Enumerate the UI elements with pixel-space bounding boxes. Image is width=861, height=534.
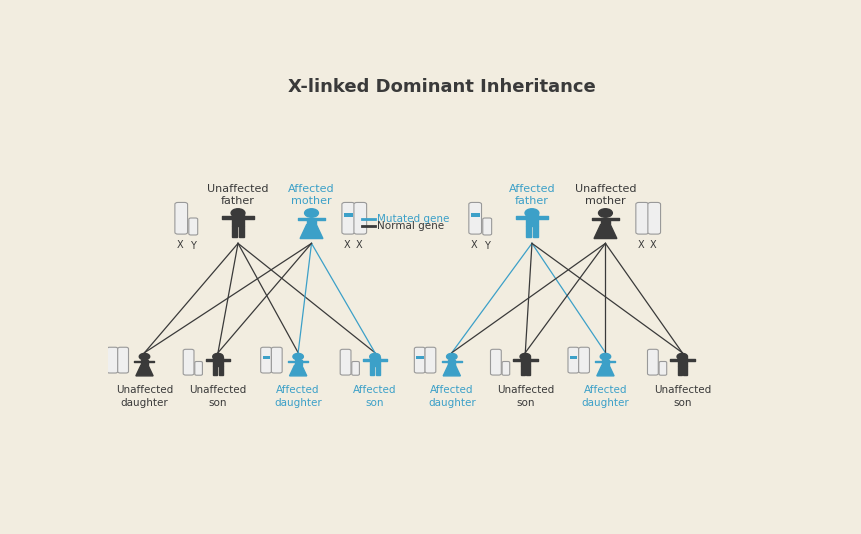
FancyBboxPatch shape [482,218,491,235]
Bar [682,366,686,375]
Bar [307,218,316,224]
Text: Unaffected
father: Unaffected father [207,184,269,206]
Text: Unaffected
mother: Unaffected mother [574,184,635,206]
Bar [140,360,148,365]
Bar [219,366,222,375]
Bar [525,226,530,237]
Text: X-linked Dominant Inheritance: X-linked Dominant Inheritance [288,78,595,97]
FancyBboxPatch shape [490,349,501,375]
Bar [471,213,478,217]
Bar [532,226,537,237]
FancyBboxPatch shape [468,202,481,234]
Bar [525,366,530,375]
Bar [520,357,530,366]
Bar [375,366,379,375]
FancyBboxPatch shape [183,349,194,375]
Text: X: X [356,240,362,250]
FancyBboxPatch shape [351,362,359,375]
Bar [417,356,422,359]
FancyBboxPatch shape [189,218,197,235]
Polygon shape [300,224,323,239]
FancyBboxPatch shape [647,202,660,234]
Text: Affected
daughter: Affected daughter [581,385,629,407]
FancyBboxPatch shape [260,347,271,373]
Circle shape [139,354,150,360]
FancyBboxPatch shape [107,347,118,373]
Bar [344,213,351,217]
Bar [232,214,244,226]
FancyBboxPatch shape [175,202,188,234]
Polygon shape [443,365,460,376]
Text: Affected
father: Affected father [508,184,554,206]
Text: Unaffected
son: Unaffected son [653,385,710,407]
Polygon shape [289,365,307,376]
FancyBboxPatch shape [647,349,658,375]
Text: Affected
daughter: Affected daughter [427,385,475,407]
Polygon shape [593,224,616,239]
Text: Y: Y [189,241,195,251]
Circle shape [598,209,611,217]
Bar [601,360,609,365]
FancyBboxPatch shape [578,347,589,373]
FancyBboxPatch shape [635,202,647,234]
FancyBboxPatch shape [567,347,578,373]
Text: X: X [344,240,350,250]
Text: Unaffected
son: Unaffected son [496,385,554,407]
Circle shape [524,209,538,217]
Bar [370,357,379,366]
Bar [520,366,524,375]
Circle shape [369,354,380,360]
FancyBboxPatch shape [342,202,354,234]
Bar [370,366,374,375]
Bar [570,356,575,359]
Circle shape [519,354,530,360]
FancyBboxPatch shape [424,347,436,373]
Text: Affected
mother: Affected mother [288,184,334,206]
Text: X: X [470,240,477,250]
Circle shape [304,209,318,217]
FancyBboxPatch shape [340,349,350,375]
FancyBboxPatch shape [271,347,282,373]
Text: X: X [177,240,183,250]
Bar [448,360,455,365]
Text: X: X [649,240,655,250]
Text: Affected
son: Affected son [353,385,396,407]
Text: Mutated gene: Mutated gene [376,214,449,224]
Circle shape [599,354,610,360]
Text: Unaffected
daughter: Unaffected daughter [115,385,173,407]
Bar [263,356,269,359]
Bar [263,356,269,359]
Circle shape [213,354,223,360]
Bar [471,213,480,217]
Bar [294,360,301,365]
Text: Affected
daughter: Affected daughter [274,385,322,407]
Circle shape [446,354,456,360]
FancyBboxPatch shape [414,347,424,373]
Bar [600,218,610,224]
Bar [525,214,537,226]
FancyBboxPatch shape [195,362,202,375]
Bar [214,366,217,375]
Bar [677,366,681,375]
FancyBboxPatch shape [118,347,128,373]
FancyBboxPatch shape [354,202,366,234]
FancyBboxPatch shape [501,362,509,375]
Text: X: X [637,240,643,250]
Text: Normal gene: Normal gene [376,222,443,232]
Text: Y: Y [483,241,489,251]
Circle shape [231,209,245,217]
Circle shape [676,354,687,360]
FancyBboxPatch shape [659,362,666,375]
Bar [238,226,244,237]
Bar [677,357,686,366]
Bar [214,357,222,366]
Bar [232,226,237,237]
Polygon shape [136,365,153,376]
Bar [416,356,424,359]
Circle shape [293,354,303,360]
Text: Unaffected
son: Unaffected son [189,385,246,407]
Bar [344,213,352,217]
Polygon shape [596,365,613,376]
Bar [569,356,577,359]
